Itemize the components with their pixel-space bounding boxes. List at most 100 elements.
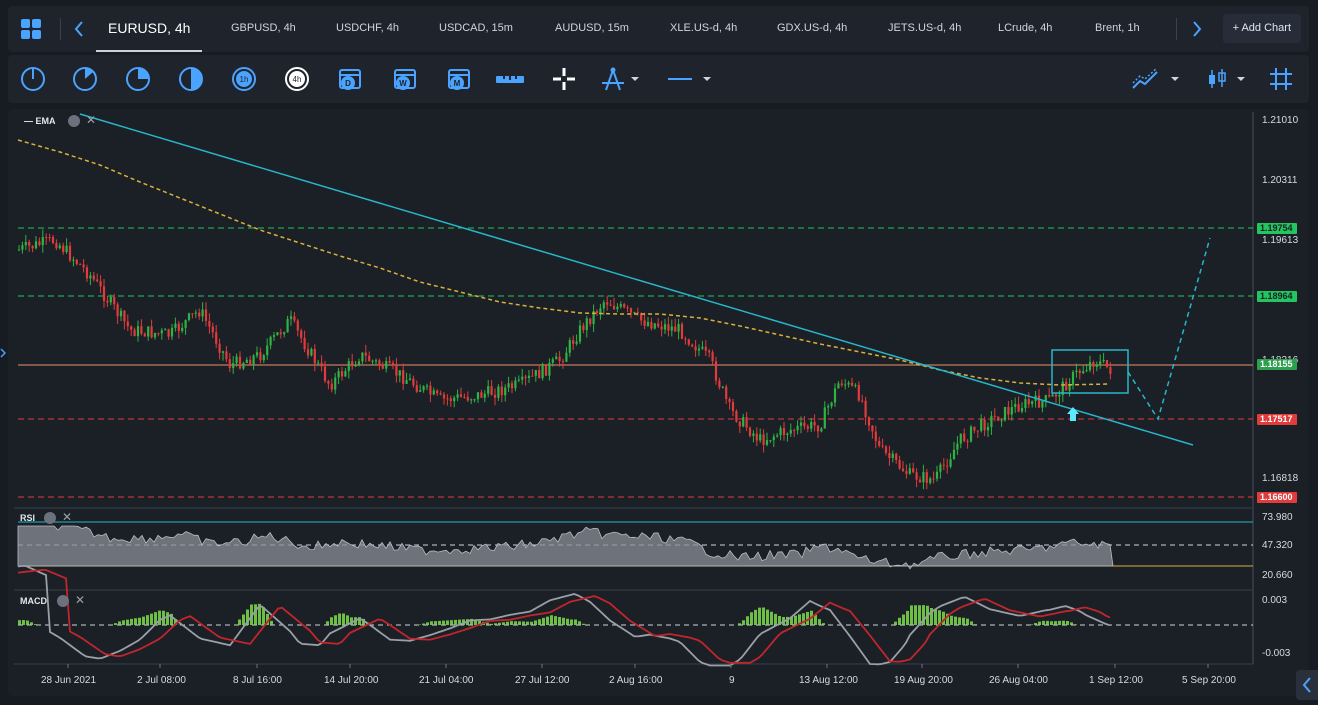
timeframe-monthly-icon[interactable]: M	[444, 64, 474, 94]
candle-body	[269, 336, 272, 346]
candle-body	[1000, 420, 1003, 422]
tab-lcrude[interactable]: LCrude, 4h	[998, 6, 1052, 52]
candle-body	[337, 371, 340, 378]
candle-body	[368, 355, 371, 362]
grid-menu-icon[interactable]	[16, 14, 46, 44]
candle-body	[1099, 361, 1102, 365]
ema-pane-label[interactable]: — EMA	[24, 116, 56, 126]
candle-body	[922, 472, 925, 483]
macd-axis-label: 0.003	[1262, 595, 1288, 606]
macd-label-text: MACD	[20, 596, 47, 606]
indicators-icon[interactable]	[1130, 64, 1160, 94]
trend-line[interactable]	[79, 113, 1194, 446]
tabs-prev-icon[interactable]	[64, 14, 94, 44]
line-tool-icon[interactable]	[665, 64, 695, 94]
add-chart-button[interactable]: + Add Chart	[1222, 14, 1301, 43]
candle-body	[799, 422, 803, 426]
settings-icon[interactable]	[44, 512, 56, 524]
tab-eurusd[interactable]: EURUSD, 4h	[96, 6, 203, 52]
candle-body	[1024, 399, 1027, 409]
candle-body	[72, 259, 75, 261]
candle-body	[606, 302, 609, 305]
candle-body	[735, 410, 738, 422]
timeframe-4h-icon[interactable]: 4h	[282, 64, 312, 94]
macd-pane-label[interactable]: MACD	[20, 596, 47, 606]
timeframe-daily-icon[interactable]: D	[335, 64, 365, 94]
candle-body	[697, 348, 701, 351]
line-tool-dropdown-icon[interactable]	[700, 64, 714, 94]
chart-type-candles-icon[interactable]	[1202, 64, 1232, 94]
layout-grid-icon[interactable]	[1266, 64, 1296, 94]
candle-body	[395, 365, 398, 376]
tab-usdcad[interactable]: USDCAD, 15m	[439, 6, 513, 52]
timeframe-1h-icon[interactable]: 1h	[229, 64, 259, 94]
chart-panel[interactable]	[8, 109, 1309, 696]
tab-brent[interactable]: Brent, 1h	[1095, 6, 1140, 52]
tab-gbpusd[interactable]: GBPUSD, 4h	[231, 6, 296, 52]
candle-body	[935, 471, 939, 479]
timeframe-1m-icon[interactable]	[18, 64, 48, 94]
candle-body	[1020, 408, 1024, 412]
candle-body	[874, 431, 877, 441]
timeframe-5m-icon[interactable]	[70, 64, 100, 94]
candle-body	[793, 429, 796, 431]
close-icon[interactable]: ✕	[75, 593, 86, 607]
timeframe-d-text: D	[345, 79, 351, 88]
candle-body	[262, 355, 265, 361]
tab-audusd[interactable]: AUDUSD, 15m	[555, 6, 629, 52]
candle-body	[119, 310, 123, 317]
tabs-next-icon[interactable]	[1182, 14, 1212, 44]
rsi-pane-label[interactable]: RSI	[20, 513, 35, 523]
candle-body	[534, 369, 537, 376]
consolidation-box[interactable]	[1051, 349, 1129, 394]
settings-icon[interactable]	[68, 115, 80, 127]
left-panel-toggle-icon[interactable]	[0, 346, 7, 360]
candle-body	[259, 352, 262, 361]
candle-body	[714, 361, 718, 381]
time-axis-label: 26 Aug 04:00	[989, 675, 1048, 686]
tab-jets[interactable]: JETS.US-d, 4h	[888, 6, 961, 52]
projection-path[interactable]	[1127, 237, 1211, 421]
candle-body	[249, 359, 252, 365]
crosshair-icon[interactable]	[549, 64, 579, 94]
candle-body	[878, 440, 881, 446]
candle-body	[670, 326, 673, 331]
chart-type-dropdown-icon[interactable]	[1234, 64, 1248, 94]
time-axis-label: 9	[729, 675, 735, 686]
candle-body	[1051, 394, 1054, 397]
close-icon[interactable]: ✕	[62, 510, 73, 524]
tab-xle[interactable]: XLE.US-d, 4h	[670, 6, 737, 52]
candle-body	[75, 259, 78, 264]
candle-body	[45, 236, 48, 238]
candle-body	[436, 390, 439, 394]
candle-body	[915, 472, 918, 480]
tab-gdx[interactable]: GDX.US-d, 4h	[777, 6, 847, 52]
candle-body	[619, 304, 622, 307]
candle-body	[381, 365, 384, 369]
candle-body	[813, 421, 816, 426]
candle-body	[317, 362, 320, 364]
tab-usdchf[interactable]: USDCHF, 4h	[336, 6, 399, 52]
candle-body	[126, 321, 129, 327]
right-panel-toggle-icon[interactable]	[1296, 670, 1318, 700]
fibonacci-dropdown-icon[interactable]	[628, 64, 642, 94]
settings-icon[interactable]	[57, 595, 69, 607]
candle-body	[908, 468, 911, 474]
up-arrow-marker[interactable]	[1067, 407, 1079, 421]
candle-body	[334, 377, 337, 390]
indicators-dropdown-icon[interactable]	[1168, 64, 1182, 94]
timeframe-weekly-icon[interactable]: W	[390, 64, 420, 94]
candle-body	[408, 378, 412, 381]
candle-body	[558, 356, 561, 362]
ruler-icon[interactable]	[494, 64, 524, 94]
fibonacci-tool-icon[interactable]	[598, 64, 628, 94]
timeframe-30m-icon[interactable]	[176, 64, 206, 94]
candle-body	[449, 398, 452, 402]
close-icon[interactable]: ✕	[86, 113, 97, 127]
timeframe-15m-icon[interactable]	[123, 64, 153, 94]
macd-histogram	[18, 603, 1077, 625]
candle-body	[286, 318, 289, 333]
candle-body	[272, 335, 276, 337]
candle-body	[398, 370, 401, 376]
